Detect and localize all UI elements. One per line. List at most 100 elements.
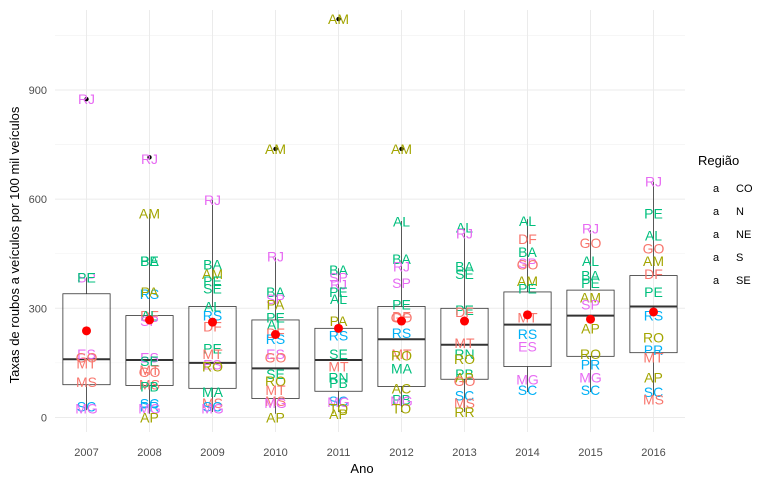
state-label: AP [644,369,663,385]
state-label: PB [455,366,474,382]
box-iqr [629,275,678,354]
state-label: GO [454,373,476,389]
state-label: GO [643,240,665,256]
state-label: MT [76,356,97,372]
state-label: MT [265,382,286,398]
state-label: RS [329,328,348,344]
box-2007 [62,96,111,411]
state-label: PE [518,280,537,296]
legend-label-N: N [736,206,744,218]
state-label: RJ [330,277,347,293]
state-label: MS [454,395,475,411]
state-label: PR [644,342,663,358]
state-label: RR [454,404,474,420]
state-label: PB [392,391,411,407]
state-label: PR [581,357,600,373]
state-label: SP [266,291,285,307]
box-iqr [377,306,426,387]
box-2012 [377,146,426,412]
state-label: PE [581,275,600,291]
x-tick-label: 2014 [515,447,539,459]
state-label: BA [329,262,348,278]
state-label: BA [203,257,222,273]
state-label: RJ [456,226,473,242]
state-label: PE [329,284,348,300]
state-label: AL [330,291,347,307]
state-label: AL [645,228,662,244]
state-label: RS [392,325,411,341]
state-label: RO [580,346,601,362]
state-label: PA [330,313,348,329]
state-label: AP [455,369,474,385]
legend-label-S: S [736,252,743,264]
state-label: MT [643,349,664,365]
mean-point [334,323,343,333]
state-label: RO [391,348,412,364]
state-label: AP [581,320,600,336]
box-iqr [62,293,111,386]
legend-label-SE: SE [736,275,751,287]
y-tick-label: 300 [29,303,47,315]
mean-point [460,316,469,326]
state-label: RO [202,359,223,375]
state-label: SC [203,399,222,415]
state-label: SP [329,269,348,285]
state-label: PE [392,297,411,313]
state-label: SC [455,388,474,404]
state-label: SC [140,396,159,412]
state-label: SE [266,366,285,382]
state-label: RS [518,326,537,342]
outlier-point [399,146,404,152]
state-label: RN [454,346,474,362]
box-iqr [251,319,300,399]
state-label: MA [202,384,224,400]
axes-layer: 0 300 600 900 2007 2008 2009 2010 2011 2012 2013 20… [29,85,666,459]
state-label: AM [643,253,664,269]
means-layer [82,307,658,340]
state-label: RO [454,351,475,367]
box-2016 [629,181,678,396]
state-label: TO [329,400,348,416]
state-label: GO [517,257,539,273]
state-label: PE [203,340,222,356]
state-label: AP [140,409,159,425]
state-label: SE [329,346,348,362]
state-label: PA [141,284,159,300]
mean-point [208,317,217,327]
state-label: SE [455,266,474,282]
mean-point [145,315,154,325]
state-label: SC [644,384,663,400]
state-label: GO [139,364,161,380]
x-tick-label: 2007 [74,447,98,459]
legend-key-glyph: a [713,229,720,241]
state-label: SP [77,269,96,285]
state-label: PR [140,399,159,415]
state-label: SC [518,382,537,398]
state-label: ES [518,339,537,355]
state-label: MG [516,371,539,387]
state-label: GO [76,349,98,365]
state-label: AM [517,273,538,289]
state-label: MT [454,335,475,351]
state-label: AL [456,220,473,236]
state-label: AM [139,206,160,222]
state-label: MS [139,377,160,393]
state-label: AL [204,298,221,314]
state-label: SC [77,399,96,415]
state-label: BA [518,244,537,260]
x-tick-label: 2009 [200,447,224,459]
state-label: PE [77,269,96,285]
state-label: AC [392,380,411,396]
box-2013 [440,228,489,412]
state-label: SC [581,382,600,398]
state-label: DF [392,308,411,324]
x-tick-label: 2015 [578,447,602,459]
legend-key-glyph: a [713,252,720,264]
state-label: MT [328,359,349,375]
state-label: SE [140,353,159,369]
state-label: MS [265,393,286,409]
state-label: AM [202,266,223,282]
state-label: RJ [645,174,662,190]
x-tick-label: 2013 [452,447,476,459]
state-label: DF [644,266,663,282]
